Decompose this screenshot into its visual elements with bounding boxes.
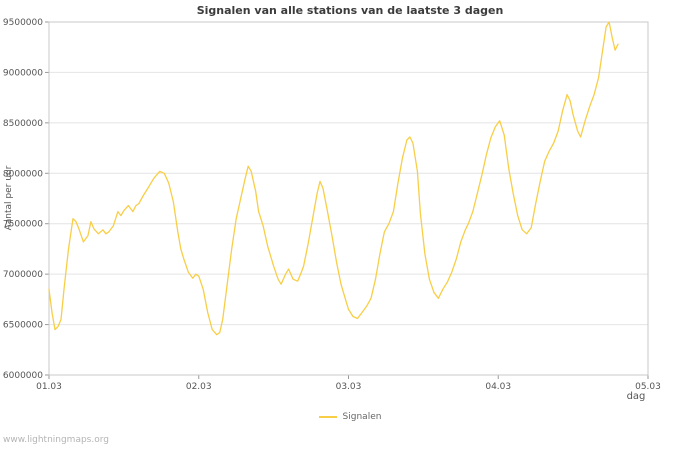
svg-text:03.03: 03.03	[336, 382, 362, 392]
legend: Signalen	[0, 412, 700, 422]
legend-label: Signalen	[342, 412, 382, 422]
legend-line-swatch	[318, 416, 337, 418]
svg-text:7000000: 7000000	[3, 270, 43, 280]
svg-text:02.03: 02.03	[186, 382, 212, 392]
svg-text:9500000: 9500000	[3, 18, 43, 28]
svg-text:8500000: 8500000	[3, 119, 43, 129]
x-axis-label: dag	[626, 391, 646, 402]
svg-text:05.03: 05.03	[635, 382, 661, 392]
svg-text:04.03: 04.03	[485, 382, 511, 392]
svg-text:7500000: 7500000	[3, 220, 43, 230]
svg-text:8000000: 8000000	[3, 169, 43, 179]
svg-text:01.03: 01.03	[36, 382, 62, 392]
svg-text:6500000: 6500000	[3, 321, 43, 331]
svg-text:9000000: 9000000	[3, 68, 43, 78]
svg-text:6000000: 6000000	[3, 371, 43, 381]
watermark: www.lightningmaps.org	[3, 435, 109, 445]
chart-title: Signalen van alle stations van de laatst…	[196, 4, 504, 17]
